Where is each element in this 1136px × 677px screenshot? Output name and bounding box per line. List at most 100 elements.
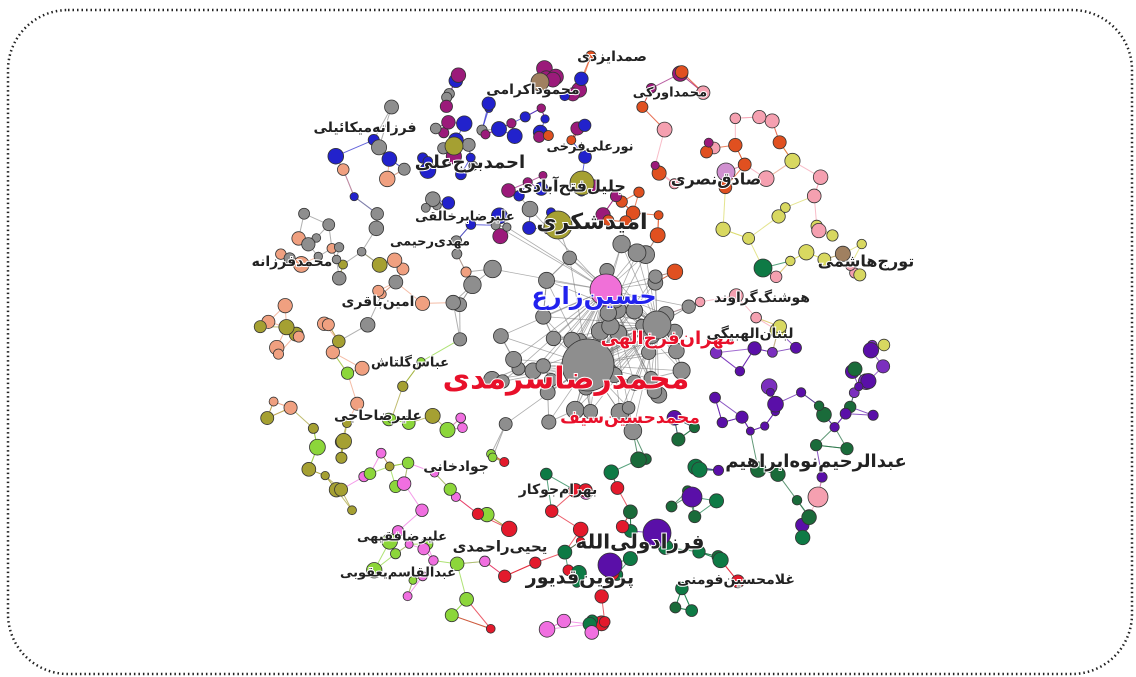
node [298,207,310,220]
node [465,219,477,230]
node [354,360,370,376]
node-label: علیرضافقیهی [357,530,447,545]
node [716,416,728,429]
node [521,200,539,218]
node [545,504,559,518]
node-label: لبنان‌الهبیگی [707,325,794,342]
node [666,410,683,426]
node [645,82,657,94]
node [737,157,752,172]
node [666,263,684,280]
node [278,319,295,336]
node [416,357,426,367]
node [356,246,367,257]
node [522,177,533,188]
node [544,372,559,388]
node [483,259,502,279]
node [715,221,731,237]
node [481,96,496,111]
node [390,548,402,560]
node-label: مهدی‌رحیمی [390,235,470,250]
node [480,129,491,140]
node [672,361,691,380]
node [578,118,592,132]
node [696,85,711,100]
node [501,520,518,538]
node [487,452,498,463]
node [877,338,891,352]
node-label: جلیل‌فتح‌آبادی [518,176,626,196]
node [569,170,595,196]
node [422,156,434,167]
node [444,608,459,623]
node [742,231,755,245]
node [594,589,609,604]
node [283,400,298,415]
node [769,270,783,283]
node [322,218,336,232]
node [536,103,546,113]
node [272,348,284,360]
node [499,456,510,468]
node [734,365,746,377]
node [491,121,507,138]
node-label: محمداورکی [633,86,707,101]
node-label: فرزانه‌میکائیلی [313,120,416,136]
node [840,442,854,456]
node [810,439,823,452]
node [384,461,395,472]
node-label: مهران‌فرخ‌الهی [601,328,736,349]
node [694,296,706,308]
node [459,592,474,607]
node [301,237,316,252]
node [402,591,413,602]
node [760,421,770,431]
node [424,407,441,424]
node [625,205,641,221]
node [688,422,700,434]
node [381,533,398,550]
node [691,461,708,478]
node [747,341,762,356]
node [417,542,430,556]
node [648,269,663,284]
node [534,181,549,196]
node [603,464,620,480]
node [307,422,319,434]
node [529,556,542,569]
node [845,260,856,271]
node [321,318,335,332]
edge [506,226,607,291]
node [668,178,680,190]
node [253,320,267,334]
node [712,464,724,476]
node-label: احمدبرج‌علی [415,152,525,173]
node [429,122,442,135]
node [609,190,623,203]
node [371,256,388,273]
node [301,462,317,477]
node [441,196,456,210]
node [391,525,405,538]
node [765,387,775,397]
node [772,135,787,150]
edge [621,243,658,326]
node [325,345,340,360]
node [627,243,647,263]
node-label: محموداکرامی [486,82,579,98]
node [571,578,582,588]
node [712,551,729,569]
node [619,215,632,228]
node [789,341,802,354]
node [668,342,685,360]
node [685,604,698,617]
node [839,407,852,420]
node-label: پروین‌قدیور [525,567,634,589]
node [397,380,409,392]
node-label: عباس‌گلتاش [371,355,449,371]
node [268,396,279,407]
node [557,544,573,560]
node [584,625,600,640]
node [753,258,773,278]
